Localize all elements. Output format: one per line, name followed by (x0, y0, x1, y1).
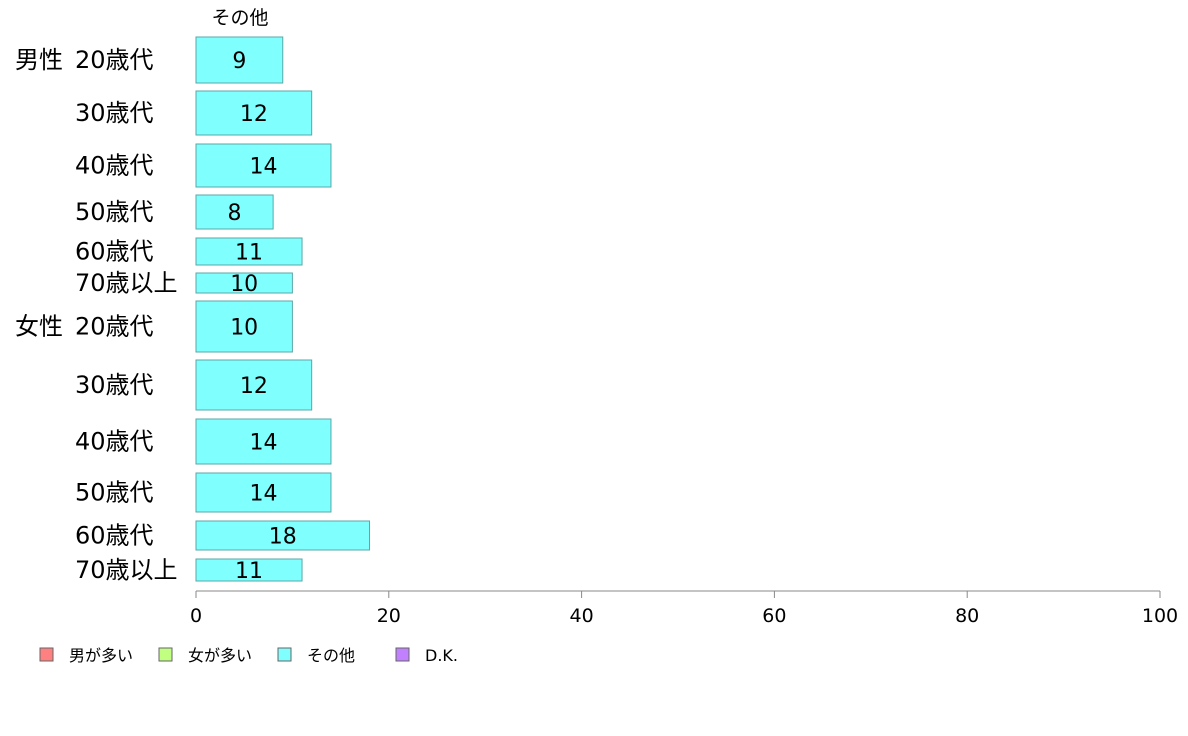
value-label: 12 (240, 374, 268, 399)
legend-swatch (39, 647, 54, 662)
value-label: 14 (249, 155, 277, 180)
category-label: 70歳以上 (75, 269, 178, 297)
value-label: 9 (232, 49, 246, 74)
legend-swatch (158, 647, 173, 662)
category-label: 40歳代 (75, 152, 154, 180)
category-label: 20歳代 (75, 313, 154, 341)
bar (195, 36, 284, 84)
category-label: 40歳代 (75, 428, 154, 456)
legend-swatch (395, 647, 410, 662)
category-label: 60歳代 (75, 238, 154, 266)
value-label: 12 (240, 102, 268, 127)
legend-label: 女が多い (188, 646, 252, 665)
bar (195, 237, 303, 266)
bar (195, 558, 303, 582)
tick-label: 80 (955, 605, 979, 627)
value-label: 11 (235, 241, 263, 266)
bar (195, 143, 332, 188)
legend: 男が多い 女が多い その他 D.K. (39, 646, 458, 665)
bar (195, 272, 293, 294)
value-label: 14 (249, 431, 277, 456)
legend-label: 男が多い (69, 646, 133, 665)
tick-label: 0 (190, 605, 202, 627)
bar (195, 472, 332, 513)
value-label: 11 (235, 559, 263, 584)
category-label: 30歳代 (75, 99, 154, 127)
value-label: 14 (249, 482, 277, 507)
category-label: 50歳代 (75, 479, 154, 507)
bar (195, 300, 293, 353)
legend-swatch (277, 647, 292, 662)
category-label: 30歳代 (75, 371, 154, 399)
value-label: 10 (230, 272, 258, 297)
legend-label: その他 (307, 646, 355, 665)
value-label: 10 (230, 316, 258, 341)
tick-label: 20 (377, 605, 401, 627)
bar (195, 520, 371, 551)
tick-label: 40 (570, 605, 594, 627)
value-label: 8 (228, 201, 242, 226)
bar (195, 90, 313, 136)
tick-label: 60 (762, 605, 786, 627)
series-title: その他 (211, 7, 268, 29)
category-label: 50歳代 (75, 198, 154, 226)
category-label: 60歳代 (75, 522, 154, 550)
group-label: 女性 (15, 313, 63, 341)
tick-label: 100 (1142, 605, 1178, 627)
legend-label: D.K. (425, 646, 458, 665)
bar (195, 194, 274, 230)
group-label: 男性 (15, 46, 63, 74)
value-label: 18 (269, 525, 297, 550)
bar (195, 359, 313, 411)
x-axis: 0 20 40 60 80 100 (190, 590, 1178, 627)
category-label: 20歳代 (75, 46, 154, 74)
bar (195, 418, 332, 465)
category-label: 70歳以上 (75, 556, 178, 584)
